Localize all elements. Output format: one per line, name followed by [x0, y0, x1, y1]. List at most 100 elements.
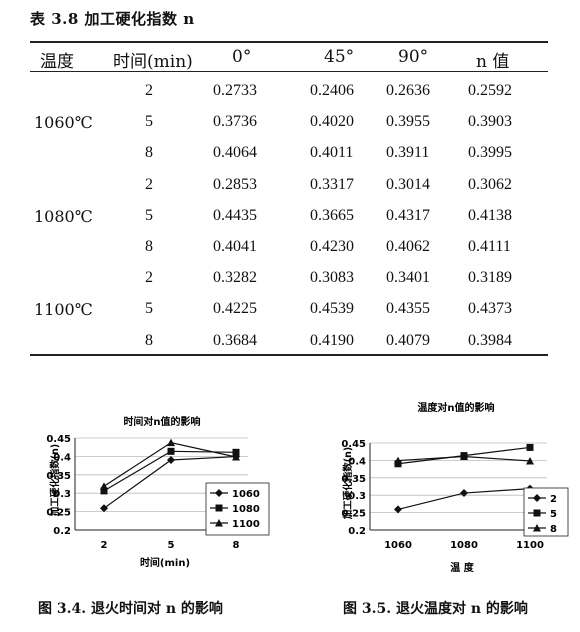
legend-box	[523, 487, 569, 537]
cell-45-deg: 0.3317	[310, 175, 354, 193]
cell-time: 5	[145, 113, 153, 131]
legend-label: 1060	[232, 489, 260, 500]
cell-n-value: 0.2592	[468, 82, 512, 99]
x-tick-label: 1060	[384, 540, 412, 551]
cell-45-deg: 0.4230	[310, 238, 354, 255]
cell-45-deg: 0.3083	[310, 269, 354, 287]
table-caption: 表 3.8 加工硬化指数 n	[30, 10, 195, 28]
legend-marker-1060	[215, 489, 223, 497]
cell-time: 2	[145, 175, 153, 193]
cell-0-deg: 0.2733	[213, 82, 257, 99]
cell-0-deg: 0.2853	[213, 175, 257, 193]
data-point-1080	[232, 448, 240, 456]
y-tick-label: 0.3	[53, 489, 71, 500]
y-tick-label: 0.35	[341, 474, 366, 485]
cell-0-deg: 0.4041	[213, 238, 257, 255]
cell-time: 8	[145, 144, 153, 162]
x-tick-label: 2	[101, 540, 108, 551]
cell-90-deg: 0.3955	[386, 113, 430, 131]
data-point-1080	[167, 447, 175, 455]
legend-marker-1100	[215, 519, 223, 527]
data-point-2	[460, 489, 468, 498]
data-point-1060	[100, 504, 108, 513]
legend-label: 5	[550, 509, 557, 520]
cell-90-deg: 0.4079	[386, 331, 430, 349]
cell-time: 5	[145, 206, 153, 224]
cell-45-deg: 0.4020	[310, 113, 354, 131]
cell-time: 5	[145, 300, 153, 318]
cell-45-deg: 0.4190	[310, 331, 354, 349]
cell-45-deg: 0.4539	[310, 300, 354, 318]
x-tick-label: 5	[168, 540, 175, 551]
cell-90-deg: 0.3911	[386, 144, 430, 162]
y-tick-label: 0.3	[348, 491, 366, 502]
x-tick-label: 1080	[450, 540, 478, 551]
cell-temperature: 1080℃	[34, 206, 93, 226]
y-tick-label: 0.2	[348, 526, 366, 537]
chart-title: 时间对n值的影响	[123, 415, 200, 428]
cell-n-value: 0.3062	[468, 175, 512, 193]
cell-temperature: 1100℃	[34, 300, 93, 320]
cell-n-value: 0.4138	[468, 206, 512, 224]
cell-time: 8	[145, 238, 153, 255]
legend-marker-5	[533, 509, 541, 517]
y-tick-label: 0.45	[341, 439, 366, 450]
cell-0-deg: 0.3736	[213, 113, 257, 131]
x-tick-label: 8	[233, 540, 240, 551]
y-axis-label: 加工硬化指数(n)	[342, 447, 354, 520]
cell-45-deg: 0.3665	[310, 206, 354, 224]
cell-0-deg: 0.4225	[213, 300, 257, 318]
cell-0-deg: 0.3282	[213, 269, 257, 287]
header-n-value: n 值	[476, 52, 510, 72]
data-point-8	[460, 452, 468, 461]
cell-0-deg: 0.3684	[213, 331, 257, 349]
x-axis-label: 温 度	[450, 561, 474, 574]
legend-label: 1100	[232, 519, 260, 530]
y-tick-label: 0.35	[46, 471, 71, 482]
cell-90-deg: 0.4317	[386, 206, 430, 224]
cell-n-value: 0.3995	[468, 144, 512, 162]
y-tick-label: 0.45	[46, 434, 71, 445]
legend-marker-2	[533, 494, 541, 502]
legend-label: 8	[550, 524, 557, 535]
cell-45-deg: 0.4011	[310, 144, 354, 162]
legend-label: 1080	[232, 504, 260, 515]
cell-90-deg: 0.3401	[386, 269, 430, 287]
cell-n-value: 0.3984	[468, 331, 512, 349]
y-tick-label: 0.2	[53, 526, 71, 537]
figure-caption-left: 图 3.4. 退火时间对 n 的影响	[38, 601, 223, 617]
y-tick-label: 0.25	[46, 508, 71, 519]
cell-90-deg: 0.3014	[386, 175, 430, 193]
table-bottom-rule	[30, 354, 548, 356]
y-tick-label: 0.25	[341, 509, 366, 520]
cell-90-deg: 0.4355	[386, 300, 430, 318]
y-axis-label: 加工硬化指数(n)	[49, 444, 61, 517]
y-tick-label: 0.4	[53, 452, 71, 463]
header-45-deg: 45°	[324, 47, 355, 67]
cell-time: 8	[145, 331, 153, 349]
header-temperature: 温度	[40, 52, 74, 72]
header-90-deg: 90°	[398, 47, 429, 67]
cell-time: 2	[145, 269, 153, 287]
cell-n-value: 0.4373	[468, 300, 512, 318]
cell-0-deg: 0.4064	[213, 144, 257, 162]
table-top-rule	[30, 41, 548, 43]
data-point-5	[526, 443, 534, 451]
data-point-1100	[232, 452, 240, 461]
cell-n-value: 0.4111	[468, 238, 511, 255]
chart-title: 温度对n值的影响	[417, 401, 494, 414]
header-time: 时间(min)	[113, 52, 193, 72]
data-point-1080	[100, 487, 108, 495]
cell-temperature: 1060℃	[34, 113, 93, 133]
data-point-8	[526, 456, 534, 465]
x-tick-label: 1100	[516, 540, 544, 551]
cell-45-deg: 0.2406	[310, 82, 354, 99]
data-point-2	[394, 505, 402, 514]
data-point-8	[394, 456, 402, 465]
cell-0-deg: 0.4435	[213, 206, 257, 224]
legend-marker-8	[533, 524, 541, 532]
data-point-1100	[167, 438, 175, 447]
table-header-rule	[30, 71, 548, 72]
cell-90-deg: 0.4062	[386, 238, 430, 255]
